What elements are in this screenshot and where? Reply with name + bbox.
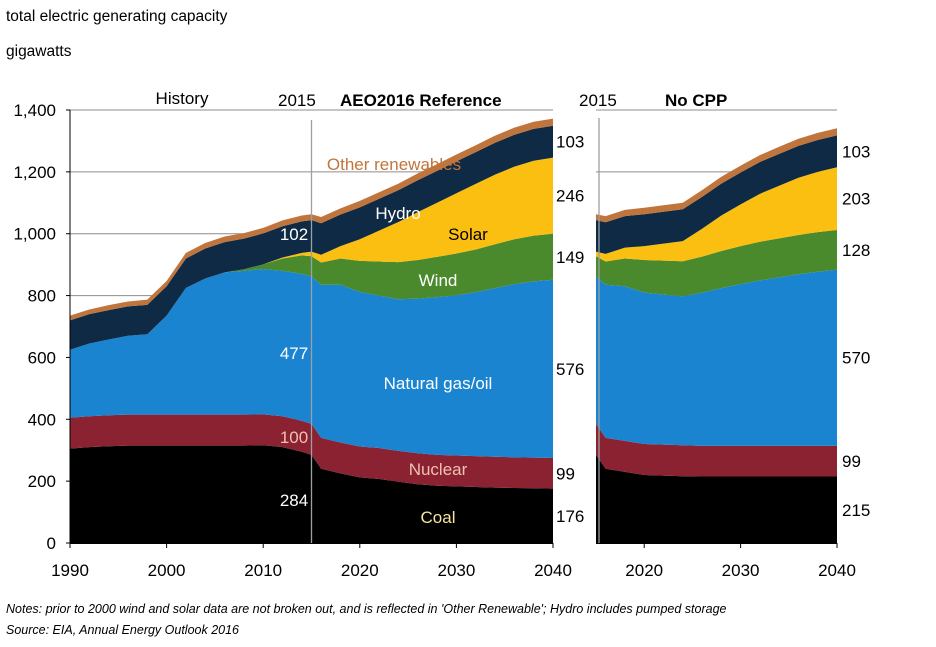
- chart-source: Source: EIA, Annual Energy Outlook 2016: [6, 623, 240, 637]
- area-no-cpp-nuclear: [596, 423, 837, 477]
- x-tick-label-reference: 2040: [534, 561, 572, 580]
- end-label-wind: 149: [556, 248, 584, 267]
- end-label-nuclear: 99: [556, 464, 575, 483]
- end-label-wind: 128: [842, 241, 870, 260]
- inline-label-other-renewables: Other renewables: [327, 155, 461, 174]
- panel-label-2015-no-cpp: 2015: [579, 91, 617, 110]
- chart-notes: Notes: prior to 2000 wind and solar data…: [6, 602, 727, 616]
- area-no-cpp-wind: [596, 230, 837, 297]
- inline-label-coal: Coal: [421, 508, 456, 527]
- end-label-hydro: 103: [842, 142, 870, 161]
- end-label-coal: 215: [842, 501, 870, 520]
- y-tick-label: 800: [28, 287, 56, 306]
- x-tick-label-reference: 2020: [341, 561, 379, 580]
- end-label-coal: 176: [556, 507, 584, 526]
- chart-header-units: gigawatts: [6, 43, 72, 60]
- y-tick-label: 1,000: [13, 225, 56, 244]
- x-tick-label-no-cpp: 2020: [625, 561, 663, 580]
- inline-label-284: 284: [280, 491, 308, 510]
- end-label-nuclear: 99: [842, 452, 861, 471]
- end-label-solar: 203: [842, 190, 870, 209]
- y-tick-label: 0: [47, 534, 56, 553]
- y-tick-label: 1,200: [13, 163, 56, 182]
- x-tick-label-reference: 1990: [51, 561, 89, 580]
- y-tick-label: 1,400: [13, 101, 56, 120]
- inline-label-natural-gas-oil: Natural gas/oil: [384, 374, 493, 393]
- area-no-cpp-hydro: [596, 135, 837, 254]
- inline-label-477: 477: [280, 344, 308, 363]
- x-tick-label-no-cpp: 2030: [722, 561, 760, 580]
- end-label-hydro: 103: [556, 133, 584, 152]
- area-no-cpp-coal: [596, 454, 837, 543]
- chart-header-title: total electric generating capacity: [6, 8, 228, 25]
- panel-label-history: History: [156, 89, 209, 108]
- end-label-natural-gas-oil: 576: [556, 360, 584, 379]
- area-no-cpp-other-renewables: [596, 128, 837, 223]
- inline-label-solar: Solar: [448, 225, 488, 244]
- y-tick-label: 600: [28, 348, 56, 367]
- end-label-solar: 246: [556, 187, 584, 206]
- x-tick-label-reference: 2030: [437, 561, 475, 580]
- panel-label-no-cpp: No CPP: [665, 91, 727, 110]
- y-tick-label: 400: [28, 410, 56, 429]
- x-tick-label-reference: 2010: [244, 561, 282, 580]
- x-tick-label-reference: 2000: [148, 561, 186, 580]
- inline-label-100: 100: [280, 428, 308, 447]
- panel-label-aeo2016-reference: AEO2016 Reference: [340, 91, 502, 110]
- inline-label-hydro: Hydro: [375, 204, 420, 223]
- area-no-cpp-natural-gas-oil: [596, 269, 837, 446]
- end-label-natural-gas-oil: 570: [842, 349, 870, 368]
- area-reference-wind: [70, 233, 553, 350]
- area-no-cpp-solar: [596, 167, 837, 262]
- inline-label-wind: Wind: [419, 271, 458, 290]
- panel-label-2015-reference: 2015: [278, 91, 316, 110]
- y-tick-label: 200: [28, 472, 56, 491]
- inline-label-102: 102: [280, 225, 308, 244]
- capacity-chart: 0 200 400 600 800 1,000 1,200 1,400 1990 2000 2010…: [13, 89, 870, 580]
- x-tick-label-no-cpp: 2040: [818, 561, 856, 580]
- inline-label-nuclear: Nuclear: [409, 460, 468, 479]
